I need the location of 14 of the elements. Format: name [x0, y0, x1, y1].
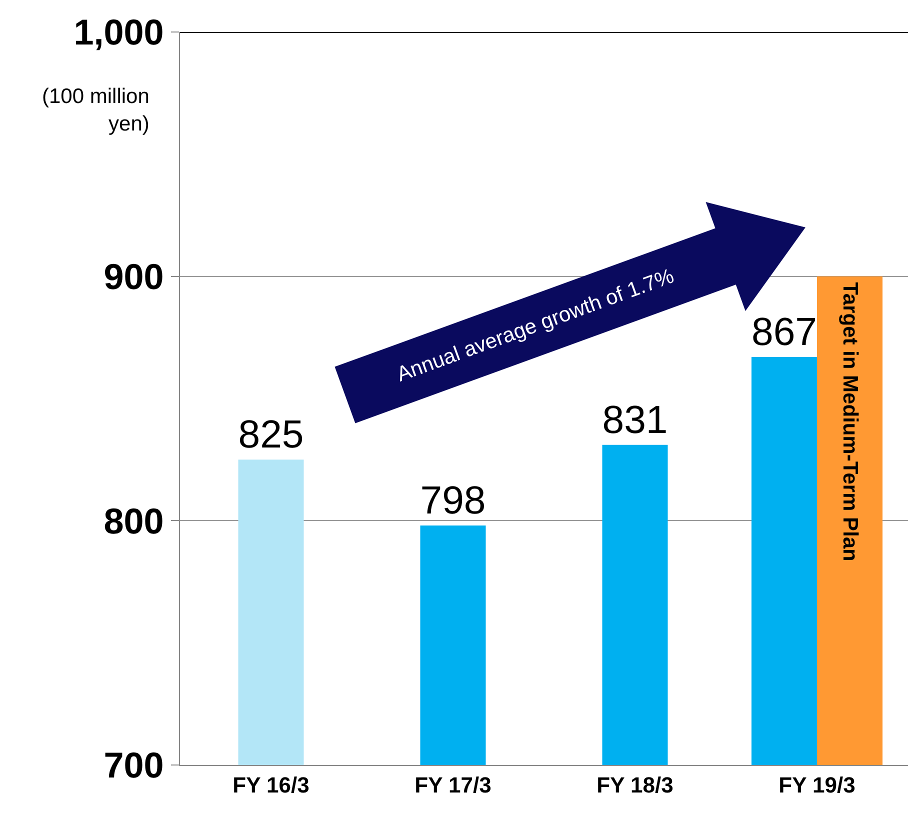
data-label: 867 [751, 310, 817, 354]
x-tick-label: FY 17/3 [414, 772, 492, 798]
series-label: Target in Medium-Term Plan [838, 282, 862, 562]
data-label: 798 [420, 478, 486, 523]
x-tick-label: FY 16/3 [232, 772, 310, 798]
data-label: 825 [238, 412, 304, 457]
y-axis-title: (100 million yen) [42, 85, 150, 136]
y-tick-label: 900 [104, 256, 164, 297]
x-tick-label: FY 19/3 [778, 772, 856, 798]
y-tick-label: 1,000 [74, 12, 164, 53]
y-tick-label: 800 [104, 500, 164, 542]
x-tick-label: FY 18/3 [596, 772, 674, 798]
data-label: 831 [602, 398, 668, 442]
y-tick-label: 700 [104, 744, 164, 786]
